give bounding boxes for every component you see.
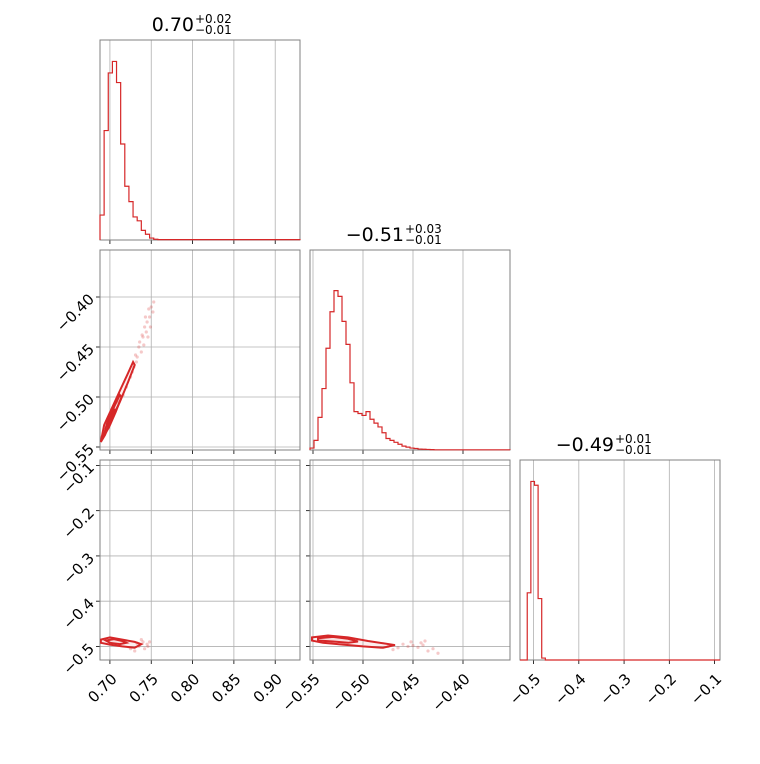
x-tick-label: −0.55 [279,670,324,715]
histogram-step-line [520,480,720,661]
sample-point [138,340,142,344]
panel-content [311,634,440,655]
contour-level-1 [317,635,359,644]
x-tick-label: −0.5 [506,670,544,708]
panel-title-lower: −0.01 [405,233,442,247]
sample-point [416,645,420,649]
x-tick-label: −0.40 [429,670,474,715]
sample-point [140,333,144,337]
panel-hist-1 [309,249,511,454]
sample-point [143,647,147,651]
sample-point [419,641,423,645]
sample-point [146,644,150,649]
y-tick-label: −0.5 [60,640,98,678]
sample-point [147,640,152,644]
x-tick-label: −0.45 [379,670,424,715]
sample-point [426,649,430,653]
sample-point [147,315,152,319]
sample-point [421,643,425,647]
x-tick-label: −0.4 [551,670,589,708]
sample-point [133,353,138,357]
y-tick-label: −0.50 [53,390,98,435]
sample-point [137,345,141,349]
sample-point [145,320,149,324]
sample-point [141,640,145,644]
y-tick-label: −0.3 [60,549,98,587]
panel-title-upper: +0.03 [405,222,442,236]
sample-point [409,640,413,644]
sample-point [396,646,400,650]
sample-point [151,310,155,314]
panel-scatter-2-0 [96,459,301,664]
sample-point [135,355,139,359]
sample-point [436,651,440,655]
panel-title-median: −0.49 [556,434,614,456]
sample-point [139,638,143,642]
panel-hist-0 [99,39,301,244]
x-tick-label: −0.2 [642,670,680,708]
panel-frame [519,459,721,661]
x-tick-label: −0.3 [596,670,634,708]
x-tick-label: 0.85 [208,670,244,706]
sample-point [143,325,147,329]
sample-point [152,300,156,304]
panel-scatter-1-0 [96,249,301,454]
panel-title-upper: +0.02 [195,12,232,26]
sample-point [143,315,148,319]
y-tick-label: −0.40 [53,290,98,335]
histogram-step-line [99,60,301,241]
contour-level-2 [106,408,116,428]
sample-point [148,325,153,329]
panel-frame [99,39,301,241]
panel-title-median: −0.51 [346,224,404,246]
x-tick-label: 0.75 [126,670,162,706]
y-tick-label: −0.45 [53,340,98,385]
y-tick-label: −0.2 [60,504,98,542]
sample-point [142,343,146,347]
panel-titles: 0.70 +0.02−0.01−0.51 +0.03−0.01−0.49 +0.01−… [152,12,652,457]
contour-level-1 [102,638,130,646]
panel-frame [309,249,511,451]
panel-title-lower: −0.01 [615,443,652,457]
sample-point [147,307,151,311]
x-tick-labels: 0.70 0.75 0.80 0.85 0.90−0.55 −0.50 −0.45 −0.40… [84,670,725,715]
panel-title-median: 0.70 [152,14,194,36]
sample-point [149,305,153,309]
panel-content [100,300,156,443]
sample-point [391,647,395,652]
sample-point [146,335,150,339]
y-tick-label: −0.4 [60,594,98,632]
sample-point [141,335,145,339]
sample-point [423,639,427,643]
sample-point [133,649,137,653]
sample-point [144,330,148,334]
x-tick-label: −0.1 [687,670,725,708]
panel-hist-2 [519,459,721,664]
panel-title-lower: −0.01 [195,23,232,37]
panel-frame [99,249,301,451]
panel-content [100,636,152,653]
sample-point [134,360,138,364]
x-tick-label: 0.80 [167,670,203,706]
histogram-step-line [309,290,511,451]
sample-point [406,644,410,649]
x-tick-label: −0.50 [329,670,374,715]
panel-frame [99,459,301,661]
x-tick-label: 0.70 [84,670,120,706]
panel-frame [309,459,511,661]
sample-point [145,642,149,646]
panel-title-upper: +0.01 [615,432,652,446]
sample-point [401,642,405,646]
sample-point [431,647,435,651]
sample-point [411,643,415,648]
sample-point [139,350,143,354]
y-tick-labels: −0.55−0.50−0.45−0.40−0.5−0.4−0.3−0.2−0.1 [53,290,98,678]
panel-scatter-2-1 [306,459,511,664]
